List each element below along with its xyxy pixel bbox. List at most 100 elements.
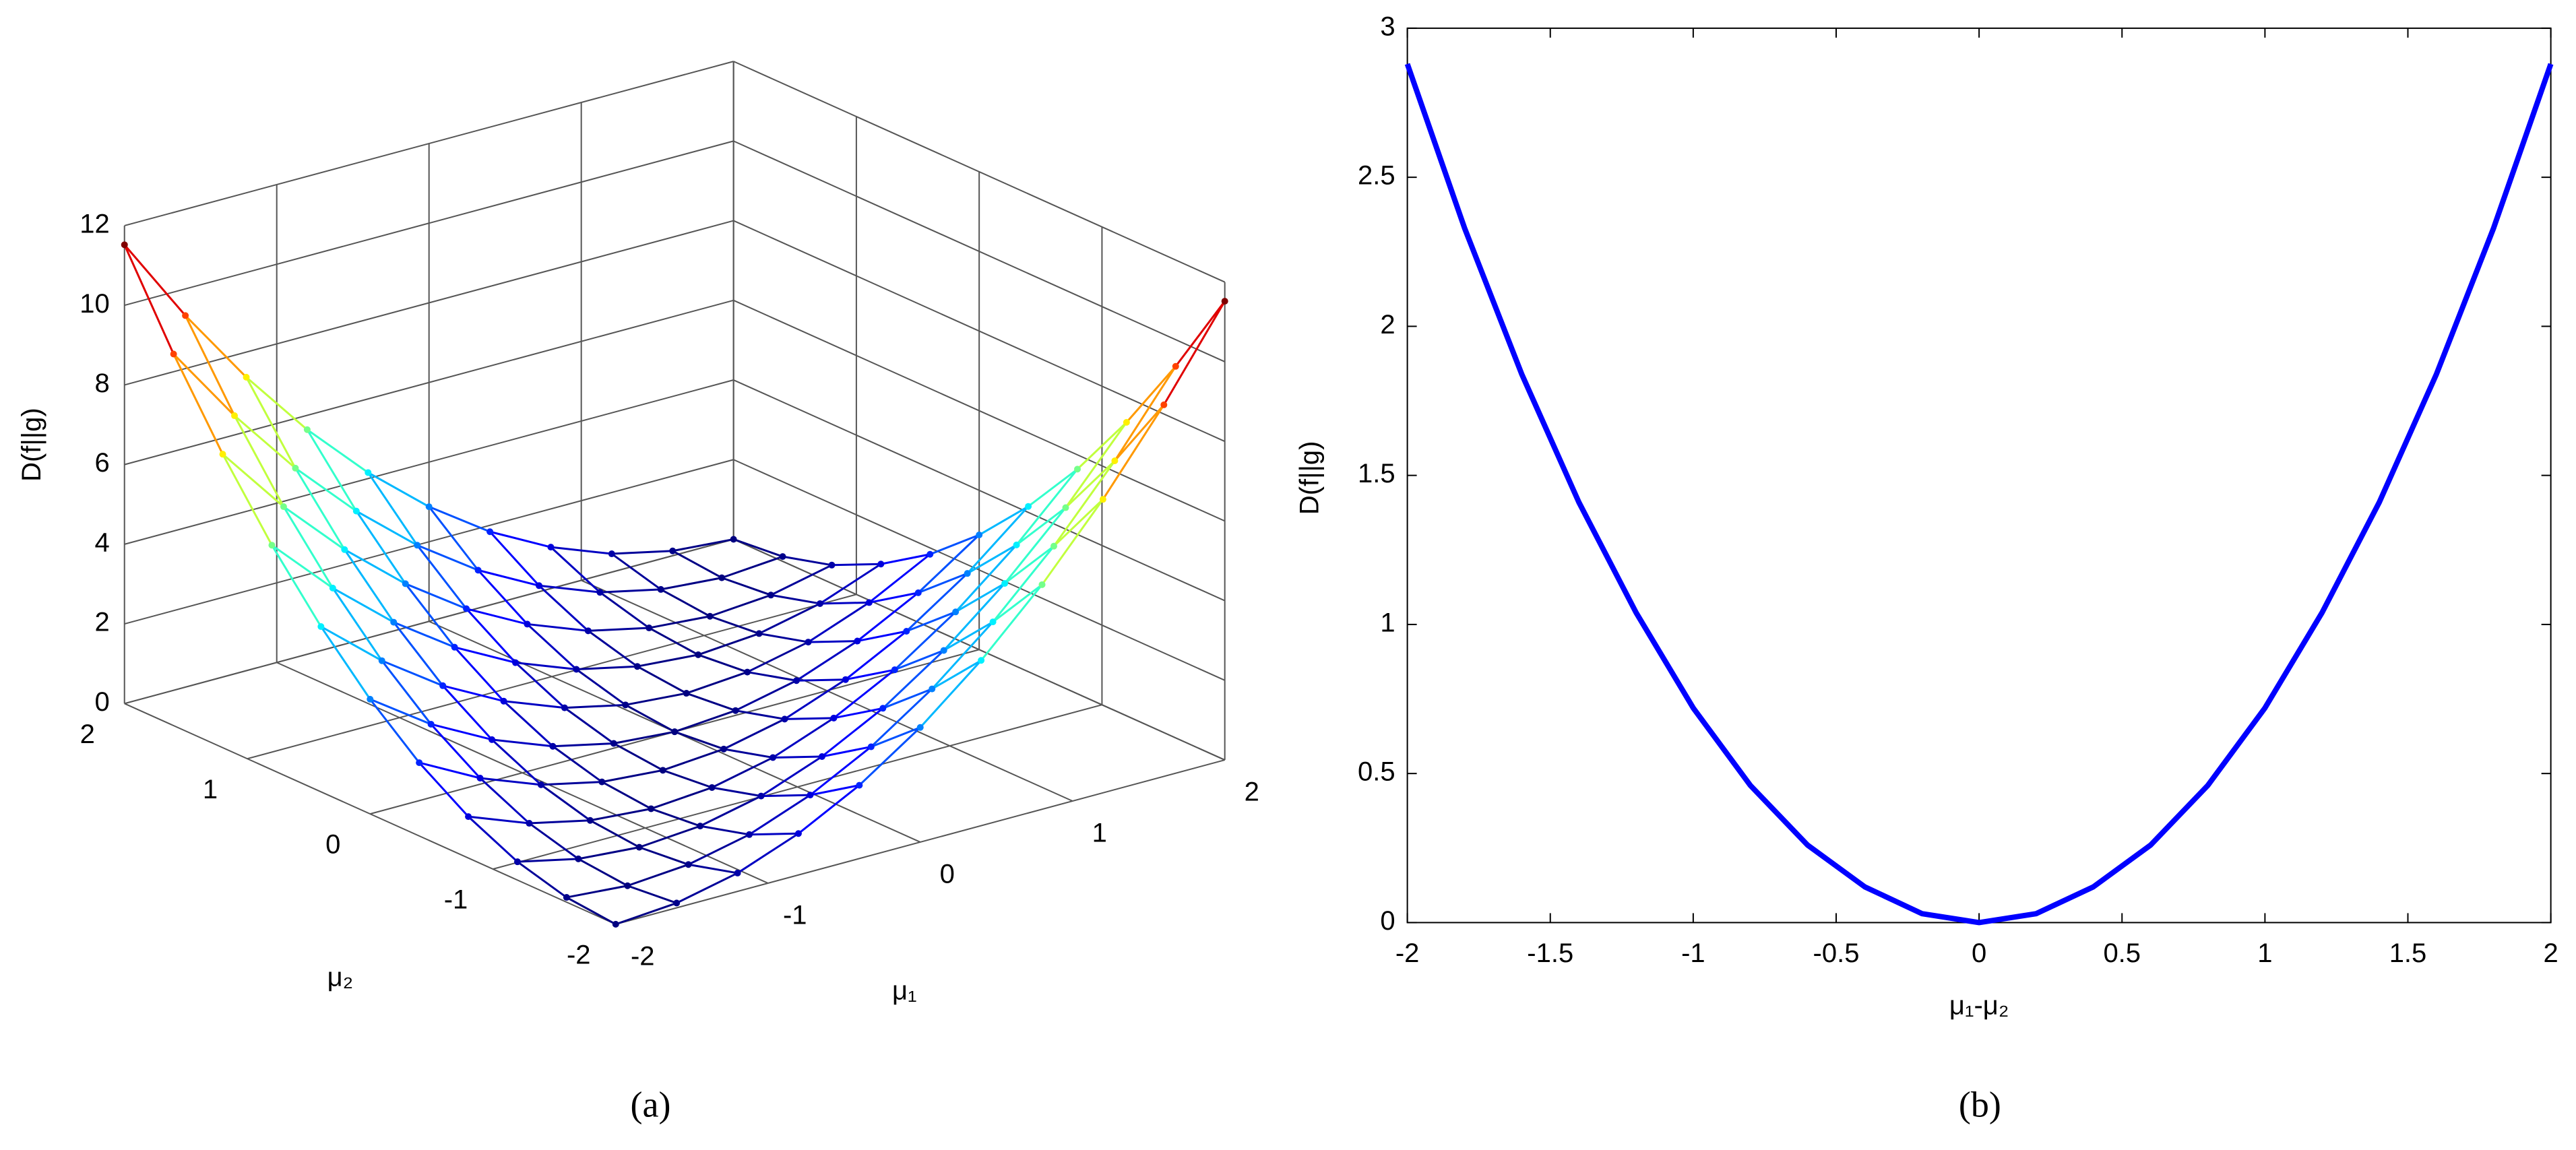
surface-edge [660,577,722,591]
x-tick-label: 1 [1092,819,1107,848]
surface-point [563,894,570,901]
surface-edge [625,704,675,733]
surface-edge [613,742,664,771]
surface-edge [600,588,661,594]
surface-edge [955,544,1017,613]
surface-edge [553,742,614,748]
surface-edge [234,414,296,470]
surface-point [575,855,582,862]
x-tick-label: 1.5 [2389,938,2427,968]
surface-edge [564,707,615,744]
surface-edge [540,781,602,786]
surface-point [561,704,568,711]
surface-edge [688,863,738,874]
x-tick-label: -2 [631,941,655,971]
surface-point [1073,466,1081,473]
y-tick-label: 2 [1380,310,1395,340]
surface-edge [1076,421,1127,470]
surface-edge [687,833,750,866]
surface-point [818,753,825,760]
surface-edge [468,816,518,863]
surface-edge [222,453,284,508]
surface-point [365,469,372,476]
surface-edge [538,585,589,632]
surface-point [929,685,936,693]
surface-edge [723,718,786,750]
surface-edge [393,621,444,686]
plot-frame [1406,27,2552,924]
data-line [1404,63,2554,926]
surface-edge [660,588,711,618]
surface-point [708,784,716,791]
y-tick-label: 0.5 [1358,757,1395,787]
surface-point [513,858,521,866]
surface-edge [674,730,724,750]
surface-point [1172,362,1179,370]
surface-point [648,805,655,812]
surface-point [512,659,520,666]
z-axis-label: D(f||g) [17,408,46,482]
surface-point [964,570,971,577]
surface-point [816,600,823,607]
surface-point [1111,457,1119,465]
surface-point [1050,542,1058,550]
surface-edge [697,633,760,656]
surface-point [1062,504,1069,511]
surface-point [1221,298,1228,305]
surface-edge [294,467,357,512]
surface-edge [639,846,689,866]
surface-edge [747,671,797,682]
surface-edge [978,505,1029,536]
z-tick-label: 4 [94,528,109,557]
surface-point [1013,541,1020,548]
surface-edge [760,755,823,797]
surface-point [671,728,679,736]
surface-edge [676,872,739,904]
surface-edge [442,684,493,740]
surface-point [268,542,276,549]
surface-edge [185,315,247,378]
surface-edge [576,665,637,670]
x-tick-label: 1 [2257,938,2272,968]
surface-edge [123,244,187,317]
surface-edge [529,819,590,825]
surface-edge [858,726,921,786]
surface-edge [416,544,468,610]
surface-point [439,682,447,689]
surface-edge [1053,499,1104,547]
surface-edge [540,784,591,821]
surface-edge [662,769,713,789]
surface-point [463,605,470,612]
surface-edge [222,453,273,546]
surface-edge [429,505,491,533]
surface-point [1099,496,1106,503]
surface-edge [882,688,933,709]
surface-edge [491,738,542,786]
surface-point [390,618,398,626]
surface-edge [517,860,567,899]
caption: (b) [1959,1085,2001,1125]
surface-point [794,830,802,837]
surface-edge [320,626,371,700]
surface-point [976,532,983,539]
surface-edge [893,611,957,671]
z-tick-label: 8 [94,369,109,398]
surface-edge [639,825,701,849]
surface-point [673,899,681,907]
z-tick-label: 10 [80,289,110,319]
surface-point [683,690,690,697]
surface-point [612,920,619,928]
surface-edge [844,630,908,680]
surface-edge [514,662,565,709]
z-tick-label: 12 [80,210,110,239]
surface-edge [721,555,784,579]
y-tick-label: 0 [1380,906,1395,936]
grid-line [615,759,1225,925]
surface-point [489,736,496,743]
surface-edge [356,510,418,546]
surface-edge [710,594,772,618]
surface-edge [831,563,881,567]
surface-point [303,426,311,433]
surface-edge [856,592,919,642]
surface-point [746,831,753,838]
